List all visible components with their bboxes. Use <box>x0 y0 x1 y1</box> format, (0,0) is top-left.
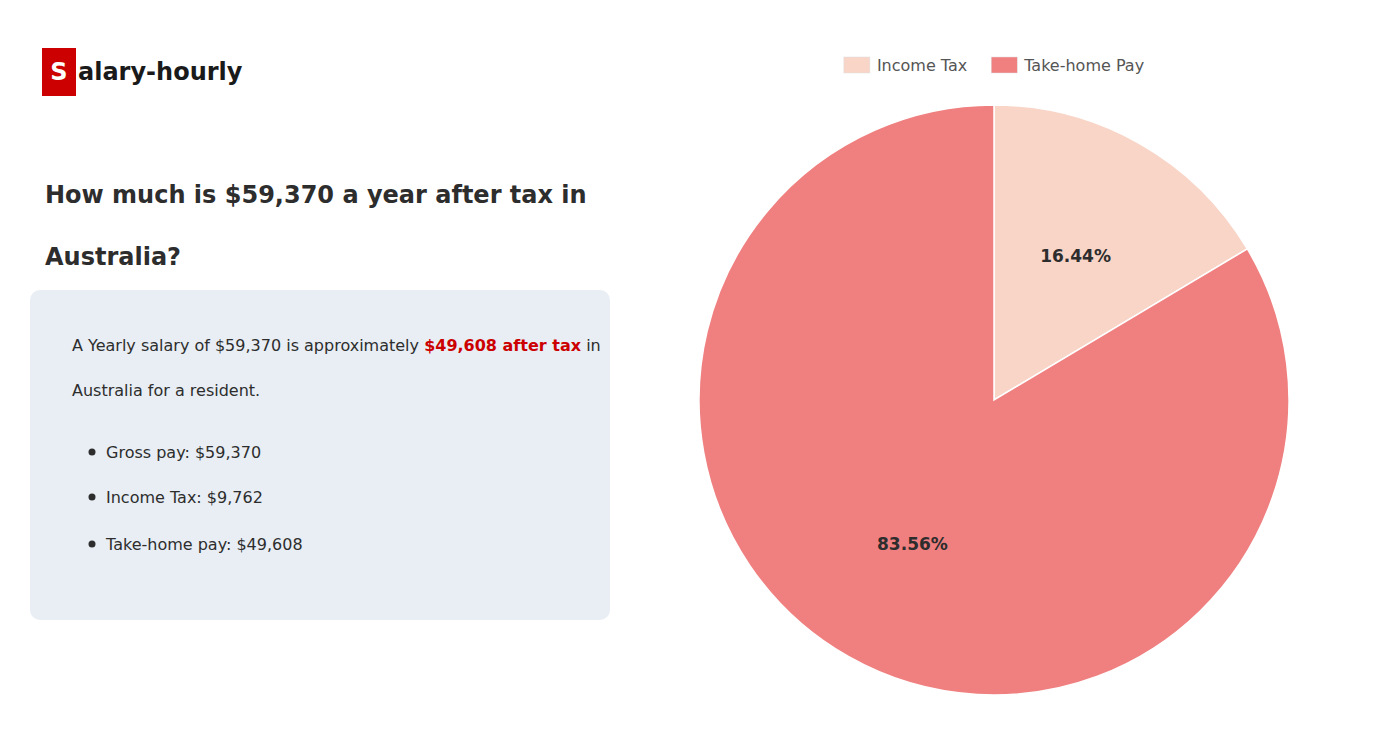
title: Australia? <box>45 243 181 271</box>
bullet-text: Income Tax: $9,762 <box>106 488 263 507</box>
data-label: 83.56% <box>877 534 948 554</box>
summary-text: Australia for a resident. <box>72 381 260 400</box>
bullet-text: Take-home pay: $49,608 <box>105 535 303 554</box>
info-box <box>30 290 610 620</box>
pie-slice <box>699 105 1289 695</box>
legend-swatch <box>844 57 870 73</box>
legend-label: Income Tax <box>877 56 967 75</box>
data-labels: 16.44% 83.56% <box>877 246 1111 553</box>
summary-segment: Australia for a resident. <box>72 381 260 400</box>
text-panel: Salary-hourly How much is $59,370 a year … <box>30 48 610 620</box>
summary-segment: in <box>581 336 601 355</box>
summary-segment: A Yearly salary of $59,370 is approximat… <box>72 336 424 355</box>
pie <box>699 105 1289 695</box>
legend-swatch <box>991 57 1017 73</box>
legend-label: Take-home Pay <box>1023 56 1144 75</box>
legend-item: Take-home Pay <box>991 56 1144 75</box>
logo-box <box>42 48 76 96</box>
bullet <box>89 494 96 501</box>
chart-svg: Salary-hourly How much is $59,370 a year … <box>0 0 1400 750</box>
data-label: 16.44% <box>1040 246 1111 266</box>
bullet <box>89 449 96 456</box>
summary-segment: Income Tax: $9,762 <box>106 488 263 507</box>
summary-text: A Yearly salary of $59,370 is approximat… <box>72 336 601 355</box>
logo-text: S <box>50 58 67 86</box>
legend: Income Tax Take-home Pay <box>844 56 1144 75</box>
summary-segment: Gross pay: $59,370 <box>106 443 261 462</box>
bullet <box>89 541 96 548</box>
title: How much is $59,370 a year after tax in <box>45 181 587 209</box>
summary-highlight: $49,608 after tax <box>424 336 582 355</box>
legend-item: Income Tax <box>844 56 967 75</box>
summary-segment: Take-home pay: $49,608 <box>105 535 303 554</box>
logo-text: alary-hourly <box>78 58 243 86</box>
bullet-text: Gross pay: $59,370 <box>106 443 261 462</box>
